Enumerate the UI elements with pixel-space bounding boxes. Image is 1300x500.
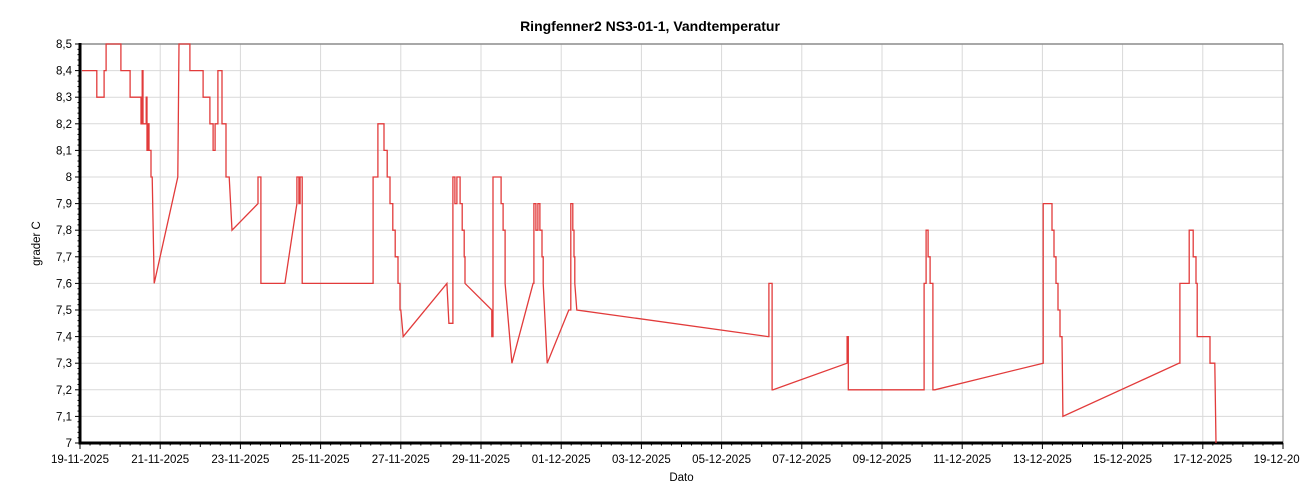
y-tick-label: 8,3 bbox=[56, 92, 72, 104]
y-tick-label: 7,1 bbox=[56, 411, 72, 423]
x-tick-label: 17-12-2025 bbox=[1173, 454, 1232, 466]
x-tick-label: 05-12-2025 bbox=[692, 454, 751, 466]
y-tick-label: 7,8 bbox=[56, 225, 72, 237]
x-tick-label: 21-11-2025 bbox=[131, 454, 189, 466]
x-tick-label: 07-12-2025 bbox=[772, 454, 831, 466]
x-tick-label: 13-12-2025 bbox=[1013, 454, 1072, 466]
temperature-series-line bbox=[82, 43, 1217, 444]
y-tick-label: 8,2 bbox=[56, 119, 72, 131]
y-tick-label: 7,2 bbox=[56, 385, 72, 397]
x-tick-label: 19-11-2025 bbox=[51, 454, 109, 466]
y-tick-label: 8,5 bbox=[56, 39, 72, 51]
tick-marks bbox=[75, 43, 1284, 449]
x-tick-label: 19-12-2025 bbox=[1254, 454, 1300, 466]
chart-title: Ringfenner2 NS3-01-1, Vandtemperatur bbox=[520, 18, 780, 34]
x-tick-label: 27-11-2025 bbox=[372, 454, 430, 466]
y-tick-label: 7,3 bbox=[56, 358, 72, 370]
x-tick-label: 15-12-2025 bbox=[1093, 454, 1152, 466]
y-tick-label: 7,5 bbox=[56, 305, 72, 317]
x-tick-label: 29-11-2025 bbox=[452, 454, 510, 466]
x-axis-title: Dato bbox=[669, 472, 693, 484]
axes bbox=[78, 43, 1284, 445]
y-tick-label: 7 bbox=[66, 438, 72, 450]
x-tick-label: 03-12-2025 bbox=[612, 454, 671, 466]
y-tick-label: 8 bbox=[66, 172, 72, 184]
x-tick-label: 09-12-2025 bbox=[853, 454, 912, 466]
y-tick-label: 7,7 bbox=[56, 252, 72, 264]
y-tick-label: 7,4 bbox=[56, 332, 73, 344]
gridlines bbox=[80, 43, 1284, 444]
x-tick-label: 25-11-2025 bbox=[292, 454, 350, 466]
y-tick-label: 7,6 bbox=[56, 278, 72, 290]
tick-labels: 7 7,1 7,2 7,3 7,4 7,5 7,6 7,7 7,8 7,9 8 8,1 8,2 8,3 8,… bbox=[31, 39, 1300, 484]
x-tick-label: 01-12-2025 bbox=[532, 454, 591, 466]
y-tick-label: 8,4 bbox=[56, 66, 73, 78]
y-tick-label: 7,9 bbox=[56, 199, 72, 211]
data-series bbox=[82, 43, 1217, 444]
x-tick-label: 23-11-2025 bbox=[211, 454, 269, 466]
y-axis-title: grader C bbox=[31, 221, 43, 266]
x-tick-label: 11-12-2025 bbox=[933, 454, 991, 466]
y-tick-label: 8,1 bbox=[56, 145, 72, 157]
